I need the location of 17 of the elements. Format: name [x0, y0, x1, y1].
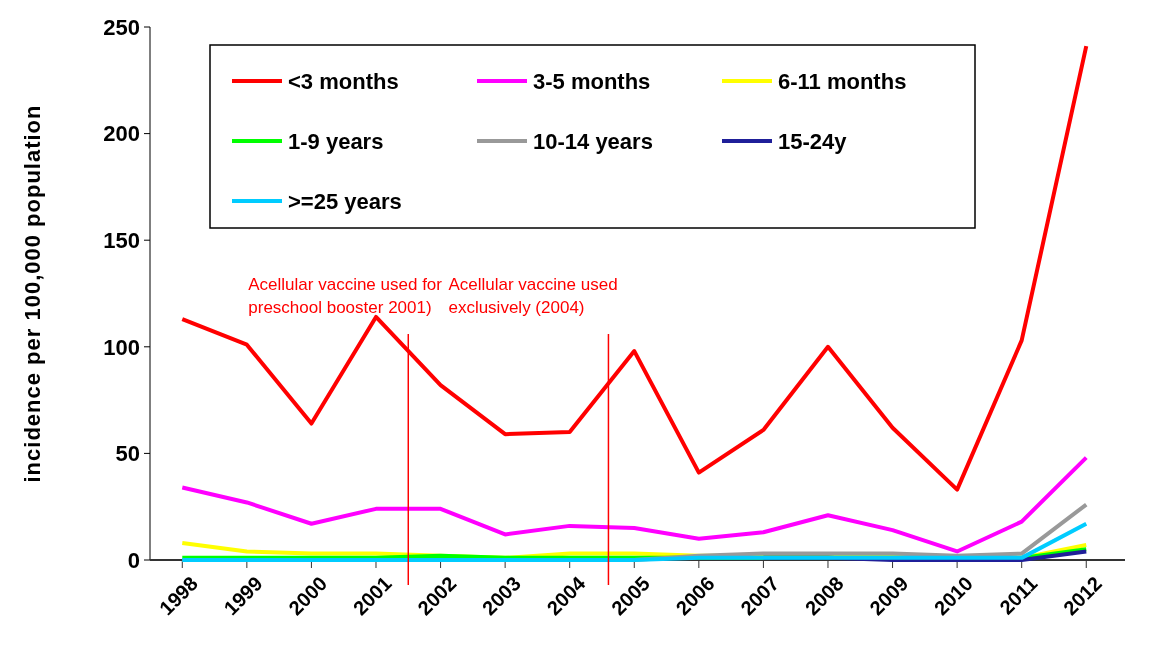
legend-label: 3-5 months	[533, 68, 651, 94]
legend-label: >=25 years	[288, 188, 402, 214]
y-tick-label: 250	[103, 14, 140, 40]
y-tick-label: 200	[103, 121, 140, 147]
ref-line-label: Acellular vaccine used exclusively (2004)	[448, 275, 618, 317]
legend-label: 1-9 years	[288, 128, 384, 154]
legend-label: 6-11 months	[778, 68, 907, 94]
legend-label: 10-14 years	[533, 128, 653, 154]
legend-label: 15-24y	[778, 128, 848, 154]
y-tick-label: 50	[115, 441, 140, 467]
line-series	[180, 455, 1089, 554]
y-tick-label: 0	[127, 547, 140, 573]
ref-line-label: Acellular vaccine used for preschool booster 2001)	[248, 275, 443, 317]
y-axis-title: incidence per 100,000 population	[20, 104, 45, 483]
y-tick-label: 100	[103, 334, 140, 360]
legend-label: <3 months	[288, 68, 399, 94]
y-tick-label: 150	[103, 227, 140, 253]
